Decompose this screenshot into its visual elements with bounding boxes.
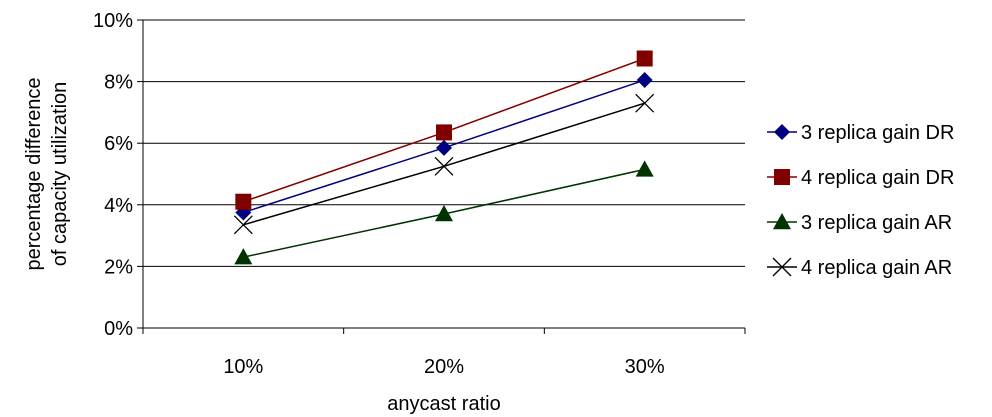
y-axis-title-line-1: percentage difference <box>23 77 45 270</box>
x-tick-label: 30% <box>625 356 665 378</box>
y-axis-title-line-2: of capacity utilization <box>49 82 71 267</box>
y-axis-title: percentage difference of capacity utiliz… <box>23 77 71 270</box>
data-point <box>635 93 655 113</box>
y-tick-label: 4% <box>104 195 133 217</box>
legend-item: 4 replica gain DR <box>767 167 954 189</box>
data-point <box>436 124 452 141</box>
series-2 <box>235 50 653 210</box>
x-ticks: 10% 20% 30% <box>142 328 746 378</box>
data-point <box>233 215 253 235</box>
legend-marker <box>774 169 790 185</box>
series-group <box>233 50 655 265</box>
y-ticks: 0% 2% 4% 6% 8% 10% <box>93 10 143 340</box>
legend-label: 3 replica gain DR <box>801 122 954 144</box>
data-point <box>434 156 454 176</box>
data-point <box>435 205 453 222</box>
y-tick-label: 2% <box>104 256 133 278</box>
series-1 <box>235 72 653 221</box>
legend-item: 4 replica gain AR <box>767 257 952 279</box>
y-tick-label: 6% <box>104 133 133 155</box>
y-tick-label: 8% <box>104 72 133 94</box>
legend: 3 replica gain DR 4 replica gain DR 3 repl… <box>767 122 954 279</box>
series-3 <box>234 160 654 265</box>
legend-label: 4 replica gain DR <box>801 167 954 189</box>
data-point <box>234 248 253 265</box>
legend-label: 4 replica gain AR <box>801 257 952 279</box>
legend-marker <box>773 213 791 230</box>
series-4 <box>233 93 655 235</box>
data-point <box>235 193 252 210</box>
data-point <box>436 139 452 156</box>
x-tick-label: 10% <box>223 356 263 378</box>
x-tick-label: 20% <box>424 356 464 378</box>
y-tick-label: 10% <box>93 10 133 32</box>
legend-marker <box>774 124 790 140</box>
legend-label: 3 replica gain AR <box>801 212 952 234</box>
legend-item: 3 replica gain DR <box>767 122 954 144</box>
data-point <box>635 160 654 177</box>
legend-marker <box>772 257 792 277</box>
data-point <box>636 72 653 89</box>
axes <box>142 20 745 329</box>
x-axis-title: anycast ratio <box>387 393 500 415</box>
data-point <box>636 50 653 67</box>
y-tick-label: 0% <box>104 318 133 340</box>
legend-item: 3 replica gain AR <box>767 212 952 234</box>
